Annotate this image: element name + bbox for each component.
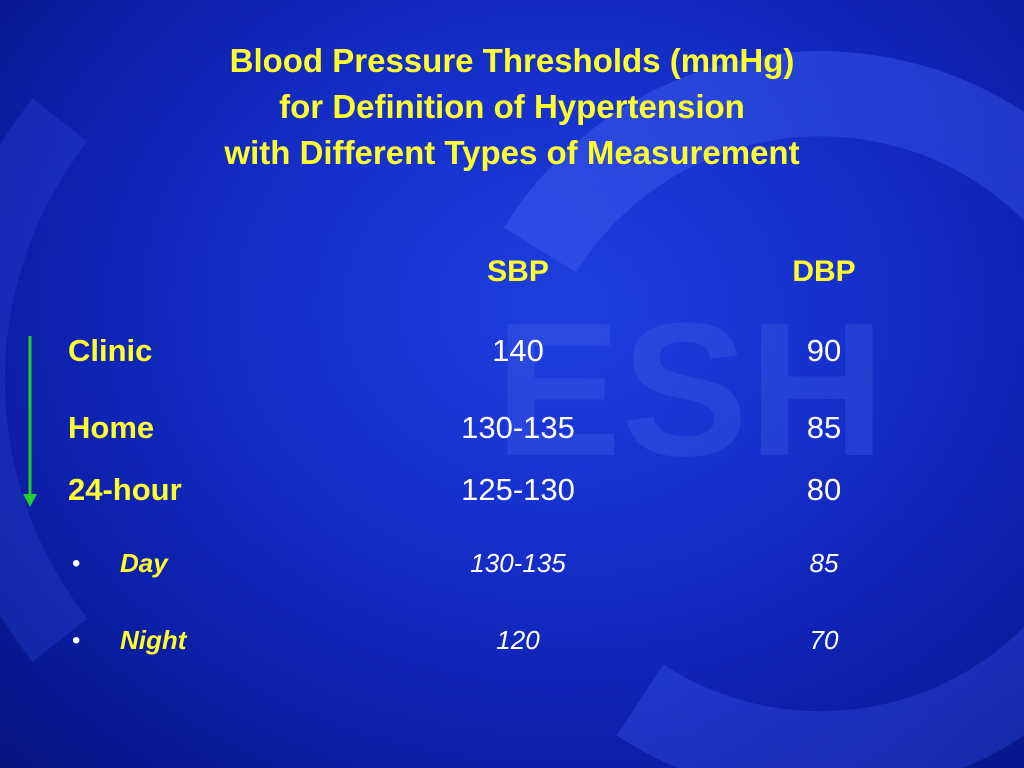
- night-dbp-value: 70: [809, 625, 839, 655]
- 24-hour-dbp-value: 80: [806, 472, 842, 507]
- subrow-label-night: Night: [120, 625, 187, 655]
- title-line-2: for Definition of Hypertension: [279, 88, 745, 125]
- slide-title: Blood Pressure Thresholds (mmHg) for Def…: [0, 38, 1024, 176]
- day-dbp-value: 85: [809, 548, 839, 578]
- clinic-sbp-value: 140: [492, 333, 544, 368]
- subrow-label-day: Day: [120, 548, 168, 578]
- night-sbp-value: 120: [496, 625, 540, 655]
- clinic-dbp-value: 90: [806, 333, 842, 368]
- bullet-night: •: [72, 627, 81, 654]
- row-label-clinic: Clinic: [68, 333, 153, 368]
- bullet-day: •: [72, 550, 81, 577]
- day-sbp-value: 130-135: [470, 548, 566, 578]
- title-line-1: Blood Pressure Thresholds (mmHg): [229, 42, 795, 79]
- column-header-dbp: DBP: [792, 255, 856, 288]
- title-line-3: with Different Types of Measurement: [224, 134, 800, 171]
- watermark-text: ESH: [495, 284, 886, 496]
- home-sbp-value: 130-135: [461, 410, 575, 445]
- column-header-sbp: SBP: [487, 255, 549, 288]
- home-dbp-value: 85: [806, 410, 842, 445]
- row-label-24-hour: 24-hour: [68, 472, 182, 507]
- row-label-home: Home: [68, 410, 155, 445]
- down-arrow-icon: [23, 336, 37, 507]
- 24-hour-sbp-value: 125-130: [461, 472, 575, 507]
